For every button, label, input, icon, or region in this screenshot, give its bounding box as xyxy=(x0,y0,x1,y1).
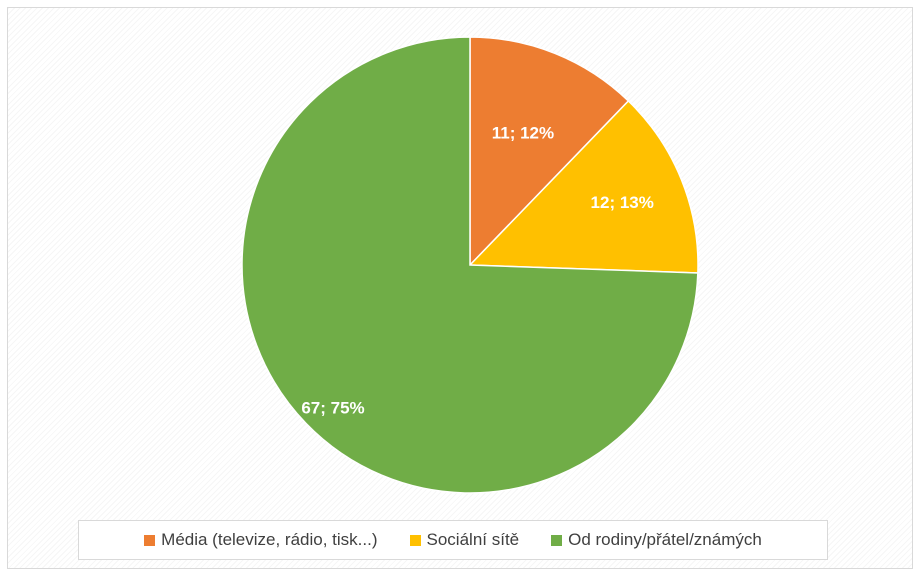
legend-label-media: Média (televize, rádio, tisk...) xyxy=(161,530,378,549)
legend: Média (televize, rádio, tisk...) Sociáln… xyxy=(78,520,828,560)
pie-slice-social xyxy=(468,99,699,274)
legend-swatch-social xyxy=(409,534,421,546)
data-label-family: 67; 75% xyxy=(301,398,364,417)
pie-slice-media xyxy=(469,36,630,267)
pie-slice-family xyxy=(241,36,699,494)
legend-item-social: Sociální sítě xyxy=(409,530,520,550)
data-label-media: 11; 12% xyxy=(492,123,554,142)
legend-label-social: Sociální sítě xyxy=(426,530,520,549)
legend-item-family: Od rodiny/přátel/známých xyxy=(551,530,762,550)
legend-swatch-family xyxy=(551,534,563,546)
legend-item-media: Média (televize, rádio, tisk...) xyxy=(144,530,378,550)
legend-swatch-media xyxy=(144,534,156,546)
legend-label-family: Od rodiny/přátel/známých xyxy=(568,530,762,549)
data-label-social: 12; 13% xyxy=(591,193,654,212)
